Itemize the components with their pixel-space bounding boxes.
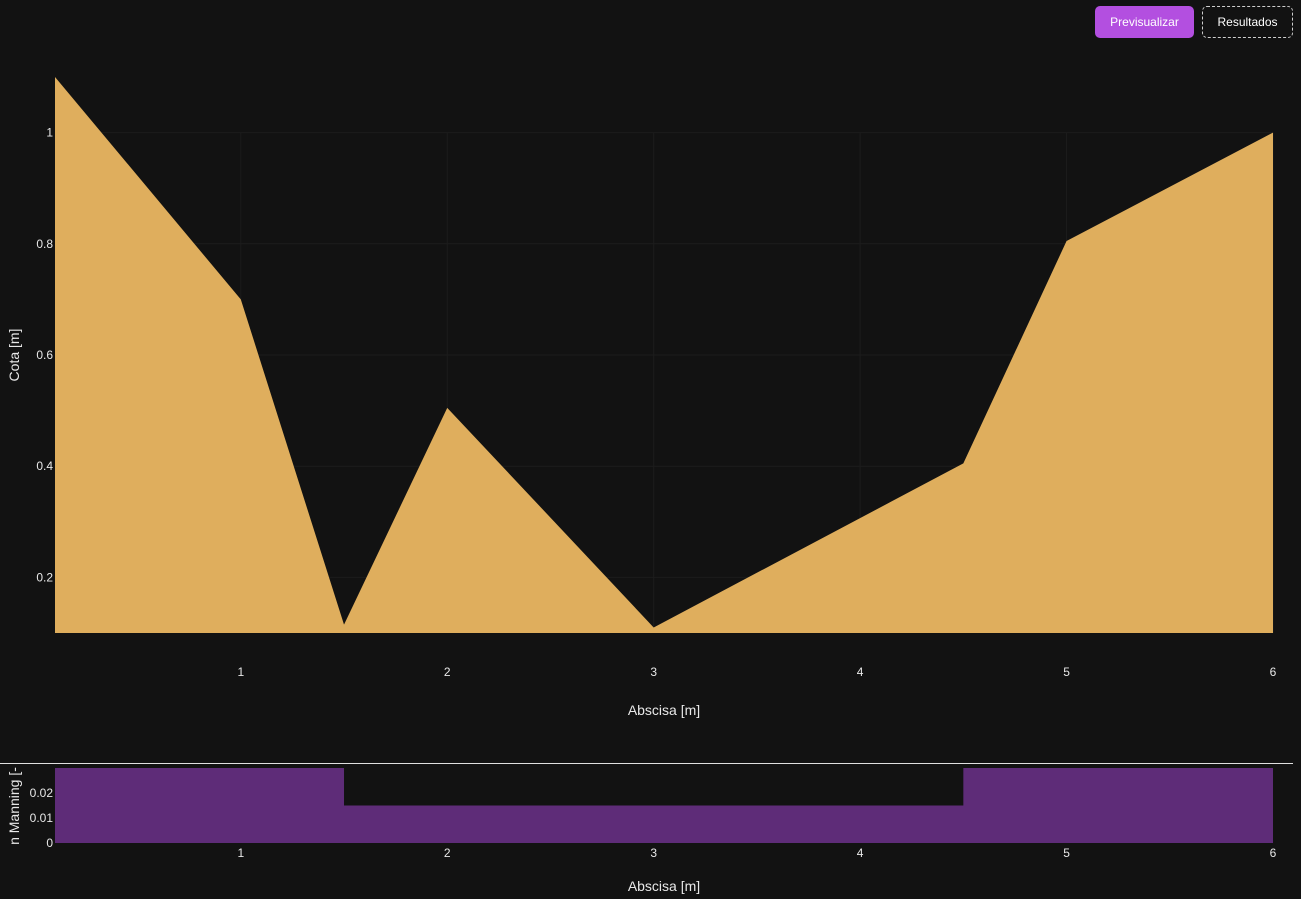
manning-x-tick-label: 5	[1063, 846, 1070, 860]
elevation-x-axis-label: Abscisa [m]	[628, 702, 700, 718]
elevation-x-tick-label: 5	[1063, 665, 1070, 679]
elevation-x-tick-label: 1	[237, 665, 244, 679]
manning-y-axis-label: n Manning [-	[6, 767, 22, 845]
elevation-y-tick-label: 1	[46, 126, 53, 140]
elevation-chart: 0.2 0.4 0.6 0.8 1 1 2 3 4 5 6 Cota [m] Abscisa [m…	[6, 77, 1277, 718]
elevation-y-axis-label: Cota [m]	[6, 329, 22, 382]
preview-button[interactable]: Previsualizar	[1095, 6, 1194, 38]
manning-x-axis-label: Abscisa [m]	[628, 878, 700, 894]
elevation-y-tick-label: 0.6	[36, 348, 53, 362]
elevation-x-tick-label: 3	[650, 665, 657, 679]
manning-area	[55, 768, 1273, 843]
elevation-y-tick-label: 0.8	[36, 237, 53, 251]
manning-x-tick-label: 2	[444, 846, 451, 860]
elevation-x-tick-label: 6	[1270, 665, 1277, 679]
manning-x-tick-label: 4	[857, 846, 864, 860]
manning-y-tick-label: 0.02	[30, 786, 54, 800]
elevation-x-ticks: 1 2 3 4 5 6	[237, 665, 1276, 679]
manning-x-tick-label: 3	[650, 846, 657, 860]
elevation-y-tick-label: 0.2	[36, 570, 53, 584]
manning-x-tick-label: 1	[237, 846, 244, 860]
elevation-x-tick-label: 4	[857, 665, 864, 679]
manning-y-tick-label: 0.01	[30, 811, 54, 825]
manning-y-ticks: 0 0.01 0.02	[30, 786, 54, 850]
elevation-y-ticks: 0.2 0.4 0.6 0.8 1	[36, 126, 53, 585]
elevation-y-tick-label: 0.4	[36, 459, 53, 473]
manning-y-tick-label: 0	[46, 836, 53, 850]
manning-x-tick-label: 6	[1270, 846, 1277, 860]
results-button[interactable]: Resultados	[1202, 6, 1293, 38]
elevation-x-tick-label: 2	[444, 665, 451, 679]
elevation-area	[55, 77, 1273, 633]
manning-x-ticks: 1 2 3 4 5 6	[237, 846, 1276, 860]
manning-chart: 0 0.01 0.02 1 2 3 4 5 6 n Manning [- Abscisa [m…	[6, 767, 1277, 894]
toolbar: Previsualizar Resultados	[1095, 6, 1293, 38]
